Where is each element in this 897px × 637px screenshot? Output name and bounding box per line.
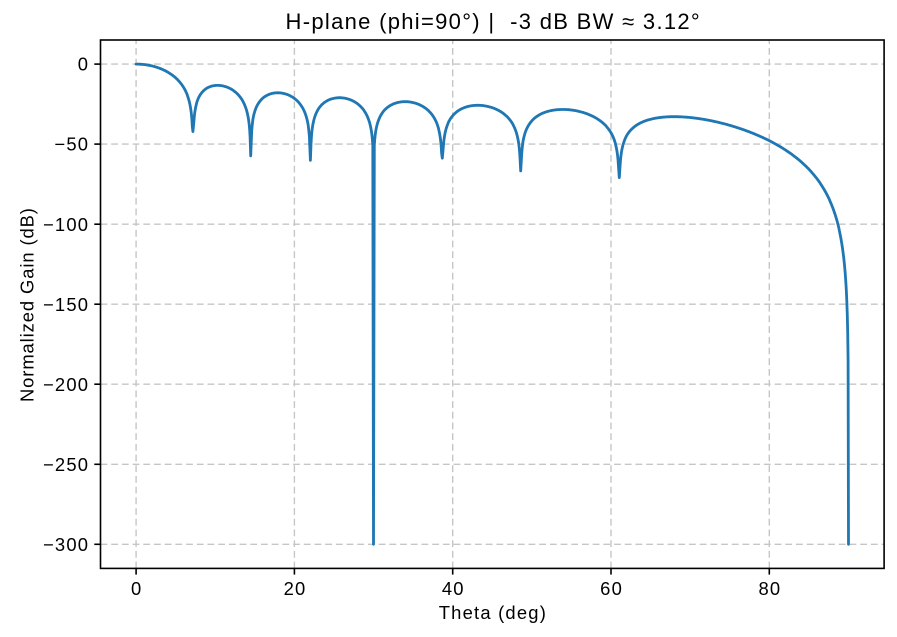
svg-text:0: 0 <box>78 54 89 75</box>
svg-text:−200: −200 <box>43 374 89 395</box>
svg-text:60: 60 <box>600 578 623 599</box>
svg-text:H-plane (phi=90°) | -3 dB BW: H-plane (phi=90°) | -3 dB BW ≈ 3.12° <box>286 9 701 34</box>
svg-text:−250: −250 <box>43 454 89 475</box>
svg-text:Theta (deg): Theta (deg) <box>439 602 547 623</box>
svg-text:80: 80 <box>758 578 781 599</box>
svg-text:40: 40 <box>442 578 465 599</box>
svg-text:Normalized Gain (dB): Normalized Gain (dB) <box>17 207 38 402</box>
svg-text:20: 20 <box>284 578 307 599</box>
svg-text:−300: −300 <box>43 534 89 555</box>
svg-text:0: 0 <box>131 578 142 599</box>
svg-text:−150: −150 <box>43 294 89 315</box>
svg-text:−100: −100 <box>43 214 89 235</box>
svg-text:−50: −50 <box>54 134 89 155</box>
